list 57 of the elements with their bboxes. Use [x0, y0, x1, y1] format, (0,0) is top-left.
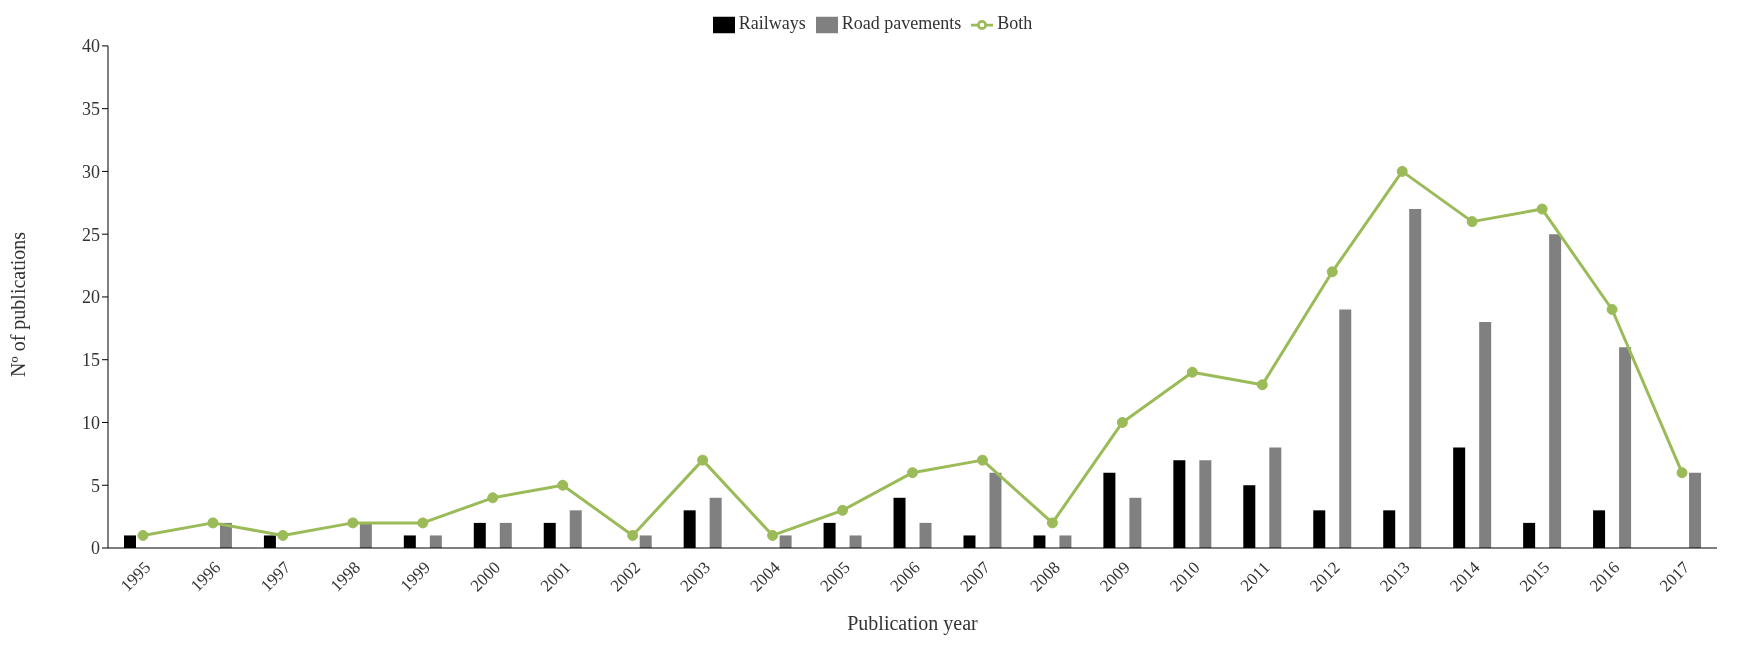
legend-label: Both — [997, 13, 1033, 33]
bar — [639, 535, 652, 548]
bar — [1269, 447, 1282, 548]
point — [1396, 165, 1408, 177]
point — [1046, 517, 1058, 529]
bar — [709, 497, 722, 548]
y-tick-label: 10 — [82, 412, 100, 433]
bar — [1479, 322, 1492, 548]
bar — [359, 522, 372, 548]
bar — [1549, 234, 1562, 548]
y-tick-label: 5 — [91, 475, 100, 496]
y-tick-label: 30 — [82, 161, 100, 182]
y-tick-label: 15 — [82, 350, 100, 371]
bar — [1409, 209, 1422, 548]
point — [347, 517, 359, 529]
point — [1676, 467, 1688, 479]
point — [277, 529, 289, 541]
bar — [499, 522, 512, 548]
bar — [1199, 460, 1212, 548]
point — [137, 529, 149, 541]
point — [907, 467, 918, 479]
point — [1536, 203, 1548, 215]
y-axis-title: Nº of publications — [7, 231, 31, 377]
point — [1256, 379, 1268, 391]
point — [697, 454, 709, 466]
legend-label: Railways — [738, 13, 806, 33]
bar — [1689, 472, 1702, 548]
bar — [569, 510, 582, 548]
point — [1186, 366, 1198, 378]
point — [417, 517, 429, 529]
bar — [429, 535, 442, 548]
bar — [1059, 535, 1072, 548]
y-tick-label: 20 — [82, 287, 100, 308]
bar — [1619, 347, 1632, 548]
point — [976, 454, 988, 466]
point — [837, 504, 849, 516]
point — [767, 529, 779, 541]
bar — [779, 535, 792, 548]
legend-label: Road pavements — [841, 13, 962, 33]
y-tick-label: 25 — [82, 224, 100, 245]
bar — [1339, 309, 1352, 548]
point — [1116, 416, 1128, 428]
point — [1606, 303, 1618, 315]
point — [557, 479, 569, 491]
bar — [1129, 497, 1142, 548]
point — [207, 517, 219, 529]
bar — [849, 535, 862, 548]
point — [1466, 216, 1478, 228]
point — [627, 529, 639, 541]
y-tick-label: 35 — [82, 99, 100, 120]
point — [1326, 266, 1338, 278]
x-axis-title: Publication year — [847, 612, 979, 635]
y-tick-label: 0 — [91, 538, 100, 559]
y-tick-label: 40 — [82, 36, 100, 57]
bar — [919, 522, 932, 548]
point — [487, 492, 499, 504]
bar — [989, 472, 1002, 548]
